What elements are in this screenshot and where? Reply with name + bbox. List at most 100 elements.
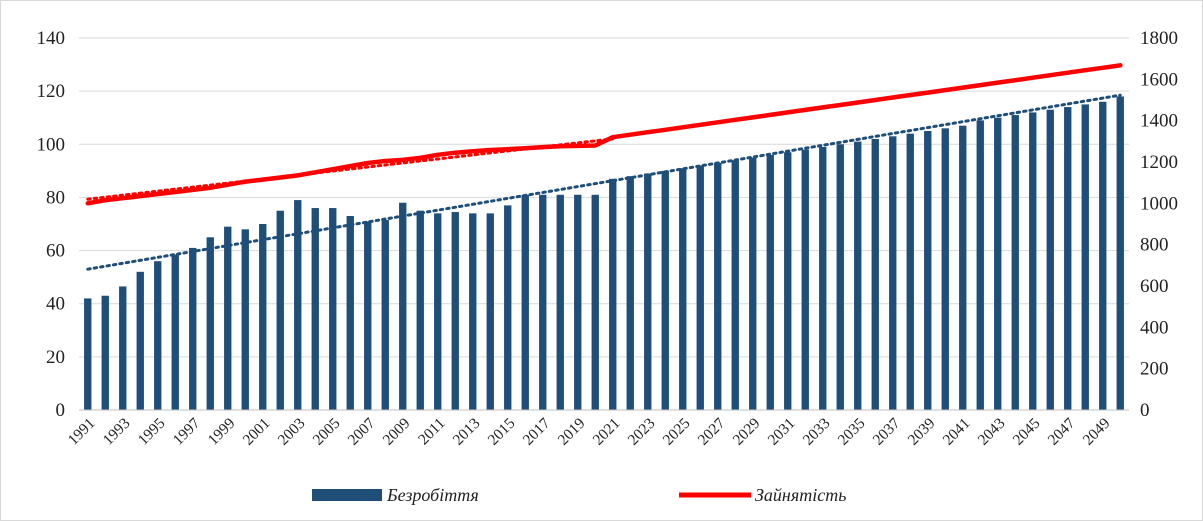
- bar: [224, 226, 232, 410]
- bar: [959, 125, 967, 410]
- x-tick-label: 2009: [380, 415, 414, 449]
- bar: [941, 128, 949, 410]
- bar: [696, 165, 704, 410]
- bar: [714, 162, 722, 410]
- y-right-tick-label: 200: [1140, 359, 1169, 380]
- bar: [206, 237, 214, 410]
- bar: [766, 154, 774, 410]
- y-left-tick-label: 120: [37, 81, 66, 102]
- bar: [399, 202, 407, 410]
- x-tick-label: 2023: [625, 415, 659, 449]
- y-right-tick-label: 1400: [1140, 111, 1178, 132]
- bar: [381, 220, 389, 410]
- x-tick-label: 2017: [520, 415, 554, 449]
- bar: [1046, 109, 1054, 410]
- x-tick-label: 2039: [905, 415, 939, 449]
- x-tick-label: 2015: [485, 415, 519, 449]
- y-left-tick-label: 20: [46, 347, 65, 368]
- y-right-tick-label: 600: [1140, 276, 1169, 297]
- bar: [1064, 107, 1072, 410]
- y-axis-left-ticks: 0 20 40 60 80 100 120 140: [37, 28, 66, 421]
- bar: [84, 298, 92, 410]
- bar: [294, 200, 302, 410]
- bar: [854, 141, 862, 410]
- x-tick-label: 2005: [310, 415, 344, 449]
- bar: [731, 160, 739, 410]
- y-left-tick-label: 140: [37, 28, 66, 49]
- legend-label-bezrobittia: Безробіття: [386, 485, 479, 505]
- bar: [154, 261, 162, 410]
- legend-swatch-bezrobittia: [312, 489, 382, 501]
- y-right-tick-label: 0: [1140, 400, 1150, 421]
- bar: [679, 168, 687, 410]
- line-series: [85, 63, 1123, 206]
- x-tick-label: 1997: [170, 415, 204, 449]
- bar: [521, 194, 529, 410]
- bar: [889, 136, 897, 411]
- bar: [644, 173, 652, 410]
- bar: [311, 208, 319, 410]
- bar: [871, 138, 879, 410]
- bar: [136, 271, 144, 410]
- bar: [189, 247, 197, 410]
- bar: [749, 157, 757, 410]
- bar: [259, 224, 267, 410]
- x-tick-label: 2045: [1010, 415, 1044, 449]
- x-tick-label: 2021: [590, 415, 624, 449]
- bar: [784, 152, 792, 410]
- x-tick-label: 2013: [450, 415, 484, 449]
- y-left-tick-label: 100: [37, 134, 66, 155]
- x-tick-label: 2033: [800, 415, 834, 449]
- y-right-tick-label: 1600: [1140, 69, 1178, 90]
- bar: [101, 295, 109, 410]
- bar: [346, 216, 354, 410]
- bar: [924, 131, 932, 410]
- y-left-tick-label: 0: [56, 400, 66, 421]
- y-left-tick-label: 40: [46, 294, 65, 315]
- bar: [556, 194, 564, 410]
- bar-series: [84, 96, 1124, 411]
- x-tick-label: 2035: [835, 415, 869, 449]
- x-tick-label: 2027: [695, 415, 729, 449]
- bar: [574, 194, 582, 410]
- bar: [801, 149, 809, 410]
- x-tick-label: 2047: [1045, 415, 1079, 449]
- y-left-tick-label: 80: [46, 187, 65, 208]
- bar: [539, 194, 547, 410]
- bar: [451, 212, 459, 410]
- x-tick-label: 2025: [660, 415, 694, 449]
- bar: [836, 144, 844, 411]
- trendline-bezrobittia: [86, 93, 1122, 271]
- bar: [976, 120, 984, 410]
- y-left-tick-label: 60: [46, 241, 65, 262]
- bar: [1099, 101, 1107, 411]
- bar: [1011, 115, 1019, 411]
- trendline-zainiatist: [86, 137, 615, 201]
- legend-label-zainiatist: Зайнятість: [755, 485, 846, 505]
- bar: [504, 205, 512, 410]
- bar: [1116, 96, 1124, 410]
- bar: [906, 133, 914, 410]
- bar: [609, 178, 617, 410]
- trendlines: [86, 93, 1122, 271]
- x-tick-label: 2001: [240, 415, 274, 449]
- bar: [119, 286, 127, 410]
- gridlines: [79, 37, 1129, 411]
- bar: [241, 229, 249, 410]
- x-tick-label: 1999: [205, 415, 239, 449]
- bar: [486, 213, 494, 410]
- bar: [171, 254, 179, 410]
- x-tick-label: 2029: [730, 415, 764, 449]
- bar: [329, 208, 337, 410]
- bar: [1081, 104, 1089, 410]
- x-tick-label: 2003: [275, 415, 309, 449]
- x-tick-label: 2043: [975, 415, 1009, 449]
- x-tick-label: 2041: [940, 415, 974, 449]
- bar: [434, 213, 442, 410]
- line-zainiatist: [85, 63, 1123, 206]
- x-tick-label: 1993: [100, 415, 134, 449]
- y-right-tick-label: 400: [1140, 317, 1169, 338]
- bar: [469, 213, 477, 410]
- bar: [994, 117, 1002, 410]
- bar: [416, 210, 424, 410]
